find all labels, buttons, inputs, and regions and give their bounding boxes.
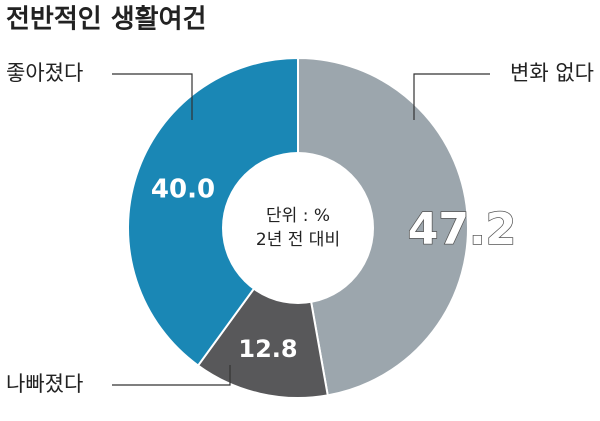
donut-hole bbox=[222, 152, 374, 304]
category-label: 변화 없다 bbox=[510, 61, 594, 85]
donut-slice bbox=[297, 56, 469, 397]
center-note: 단위 : % bbox=[266, 206, 330, 226]
value-label: 47.2 bbox=[408, 204, 517, 255]
leader-line bbox=[413, 73, 490, 120]
donut-slice bbox=[127, 56, 299, 367]
leader-line bbox=[112, 365, 231, 386]
value-label: 12.8 bbox=[238, 335, 297, 363]
center-note: 2년 전 대비 bbox=[256, 230, 340, 250]
chart-title: 전반적인 생활여건 bbox=[6, 5, 206, 35]
category-label: 나빠졌다 bbox=[6, 372, 83, 396]
category-label: 좋아졌다 bbox=[6, 61, 83, 85]
leader-line bbox=[112, 73, 193, 120]
value-label: 40.0 bbox=[151, 175, 215, 205]
